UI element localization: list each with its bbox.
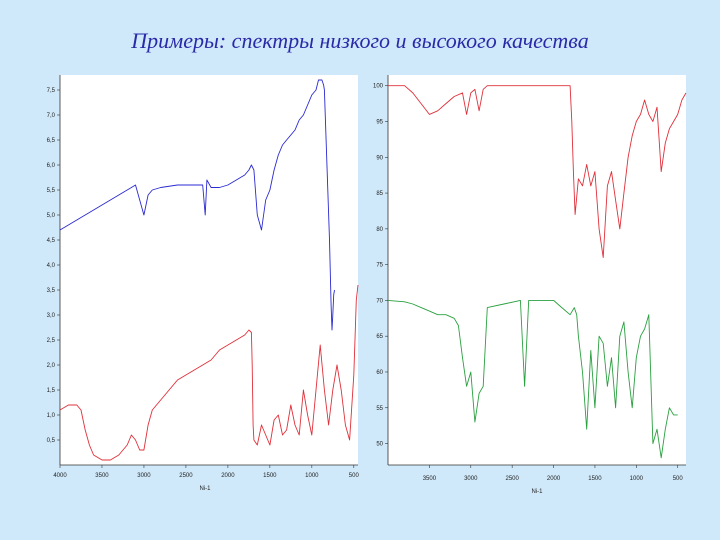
y-tick-label: 3,0: [47, 313, 56, 319]
x-tick-label: 3500: [423, 476, 437, 482]
right-plot-area: [388, 75, 686, 465]
x-tick-label: 500: [349, 473, 360, 479]
right-x-axis-label: Ni-1: [531, 489, 543, 495]
left-spectrum-panel: Ni-1 4000 3500 3000 2500 2000 1500 1000 500 0,5 1…: [47, 75, 360, 492]
y-tick-label: 2,0: [47, 363, 56, 369]
right-spectrum-panel: Ni-1 3500 3000 2500 2000 1500 1000 500 100 95 90 8…: [373, 75, 687, 495]
y-tick-label: 5,0: [47, 213, 56, 219]
red-spectrum-line: [388, 85, 687, 258]
x-tick-label: 1000: [305, 473, 319, 479]
left-x-axis-label: Ni-1: [199, 486, 211, 492]
x-tick-label: 500: [673, 476, 684, 482]
y-tick-label: 0,5: [47, 438, 56, 444]
x-tick-label: 2500: [179, 473, 193, 479]
y-tick-label: 3,5: [47, 288, 56, 294]
y-tick-label: 55: [376, 406, 383, 412]
y-tick-label: 7,0: [47, 113, 56, 119]
y-tick-label: 7,5: [47, 88, 56, 94]
x-tick-label: 2000: [221, 473, 235, 479]
x-tick-label: 3500: [95, 473, 109, 479]
y-tick-label: 100: [373, 84, 384, 90]
y-tick-label: 95: [376, 120, 383, 126]
y-tick-label: 2,5: [47, 338, 56, 344]
y-tick-label: 4,0: [47, 263, 56, 269]
y-tick-label: 50: [376, 442, 383, 448]
x-tick-label: 2500: [505, 476, 519, 482]
red-spectrum-line: [59, 284, 359, 461]
slide-title: Примеры: спектры низкого и высокого каче…: [131, 28, 589, 53]
x-tick-label: 3000: [464, 476, 478, 482]
y-tick-label: 85: [376, 191, 383, 197]
x-tick-label: 4000: [53, 473, 67, 479]
x-tick-label: 1500: [588, 476, 602, 482]
y-tick-label: 80: [376, 227, 383, 233]
y-tick-label: 5,5: [47, 188, 56, 194]
y-tick-label: 1,0: [47, 413, 56, 419]
blue-spectrum-line: [59, 79, 335, 331]
green-spectrum-line: [387, 299, 678, 459]
x-tick-label: 3000: [137, 473, 151, 479]
x-tick-label: 2000: [547, 476, 561, 482]
y-tick-label: 1,5: [47, 388, 56, 394]
y-tick-label: 6,5: [47, 138, 56, 144]
y-tick-label: 65: [376, 334, 383, 340]
x-tick-label: 1000: [630, 476, 644, 482]
y-tick-label: 90: [376, 155, 383, 161]
y-tick-label: 70: [376, 298, 383, 304]
x-tick-label: 1500: [263, 473, 277, 479]
y-tick-label: 60: [376, 370, 383, 376]
y-tick-label: 4,5: [47, 238, 56, 244]
left-plot-area: [60, 75, 358, 465]
y-tick-label: 75: [376, 263, 383, 269]
y-tick-label: 6,0: [47, 163, 56, 169]
